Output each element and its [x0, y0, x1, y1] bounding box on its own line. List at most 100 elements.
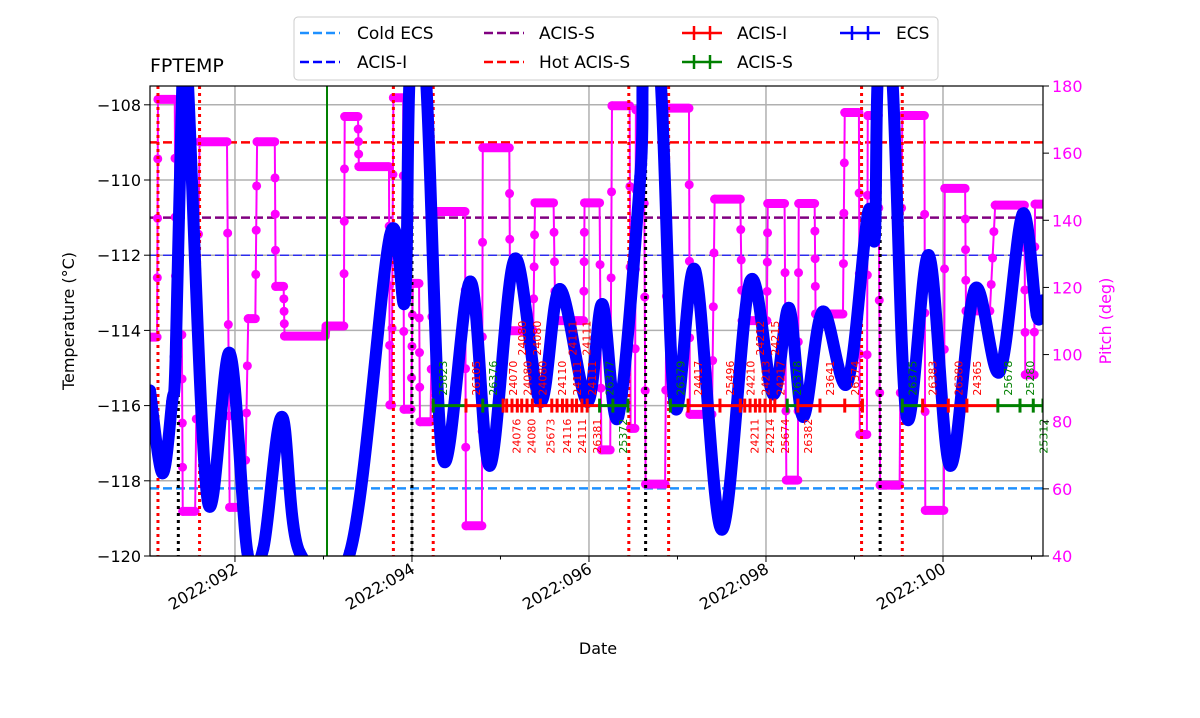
pitch-point — [810, 226, 820, 236]
pitch-point — [251, 225, 261, 235]
obsid-label: 23641 — [824, 361, 837, 396]
pitch-point — [763, 199, 773, 208]
pitch-point — [252, 137, 262, 147]
obsid-label: 24365 — [971, 361, 984, 396]
pitch-point — [415, 382, 425, 392]
obsid-label: 26383 — [927, 361, 940, 396]
pitch-point — [762, 286, 772, 296]
pitch-point — [225, 502, 235, 512]
y-tick-label: −108 — [97, 96, 141, 115]
obsid-label: 25280 — [1024, 361, 1037, 396]
right-y-tick-label: 160 — [1052, 144, 1083, 163]
pitch-point — [961, 275, 971, 285]
pitch-point — [839, 208, 849, 218]
pitch-point — [339, 164, 349, 174]
pitch-point — [990, 200, 1000, 210]
pitch-point — [1030, 199, 1040, 209]
pitch-point — [549, 257, 559, 267]
pitch-point — [530, 198, 540, 208]
pitch-point — [780, 268, 790, 278]
temperature-point — [275, 410, 288, 423]
right-y-tick-label: 40 — [1052, 547, 1072, 566]
plot-area — [150, 86, 1043, 556]
pitch-point — [529, 262, 539, 272]
y-tick-label: −116 — [97, 397, 141, 416]
pitch-point — [241, 408, 251, 418]
pitch-point — [270, 209, 280, 219]
pitch-point — [549, 227, 559, 237]
obsid-label: 24212 — [754, 321, 767, 356]
obsid-label: 24111 — [571, 361, 584, 396]
pitch-point — [414, 348, 424, 358]
pitch-point — [708, 302, 718, 312]
temperature-point — [344, 546, 357, 556]
pitch-point — [271, 281, 281, 291]
legend-box — [293, 16, 939, 81]
pitch-point — [579, 227, 589, 237]
temperature-point — [596, 298, 609, 311]
temperature-point — [241, 546, 254, 556]
temperature-point — [156, 467, 169, 480]
pitch-point — [794, 268, 804, 278]
legend-label: ACIS-S — [737, 53, 793, 73]
obsid-label: 26381 — [591, 419, 604, 454]
temperature-point — [1030, 309, 1043, 322]
pitch-point — [596, 445, 606, 455]
temperature-point — [293, 546, 306, 556]
pitch-point — [279, 319, 289, 329]
obsid-label: 25678 — [1002, 361, 1015, 396]
pitch-point — [596, 383, 606, 393]
obsid-label: 24080 — [526, 419, 539, 454]
temperature-point — [767, 388, 780, 401]
pitch-point — [478, 237, 488, 247]
obsid-label: 24080 — [536, 361, 549, 396]
pitch-point — [810, 254, 820, 264]
temperature-point — [922, 249, 935, 262]
temperature-point — [257, 542, 270, 555]
obsid-label: 24213 — [759, 361, 772, 396]
right-y-axis-label: Pitch (deg) — [1096, 278, 1115, 365]
obsid-label: 24080 — [521, 361, 534, 396]
right-y-tick-label: 140 — [1052, 211, 1083, 230]
pitch-point — [794, 199, 804, 208]
y-axis-label: Temperature (°C) — [59, 252, 78, 391]
temperature-point — [1037, 294, 1043, 307]
pitch-point — [354, 162, 364, 172]
pitch-point — [854, 188, 864, 198]
pitch-point — [810, 281, 820, 291]
pitch-point — [177, 418, 187, 428]
pitch-point — [242, 361, 252, 371]
pitch-point — [243, 314, 253, 324]
pitch-point — [960, 214, 970, 224]
temperature-point — [150, 384, 156, 397]
pitch-point — [223, 228, 233, 238]
obsid-label: 24215 — [769, 321, 782, 356]
obsid-label: 25674 — [779, 419, 792, 454]
obsid-label: 24111 — [576, 419, 589, 454]
pitch-point — [838, 259, 848, 269]
temperature-point — [1016, 207, 1029, 220]
pitch-point — [1020, 327, 1030, 337]
obsid-label: 24211 — [749, 419, 762, 454]
pitch-point — [875, 388, 885, 398]
obsid-label: 25312 — [1037, 419, 1050, 454]
y-tick-label: −120 — [97, 547, 141, 566]
pitch-point — [940, 264, 950, 274]
pitch-point — [920, 209, 930, 219]
legend-label: Hot ACIS-S — [539, 53, 630, 73]
pitch-point — [461, 442, 471, 452]
legend: Cold ECS ACIS-I ACIS-S Hot ACIS-S ACIS-I ACIS… — [293, 16, 939, 81]
pitch-point — [530, 230, 540, 240]
pitch-point — [607, 101, 617, 111]
obsid-label: 25823 — [437, 361, 450, 396]
obsid-label: 25372 — [617, 419, 630, 454]
obsid-label: 26105 — [470, 361, 483, 396]
pitch-point — [988, 253, 998, 263]
pitch-point — [505, 234, 515, 244]
pitch-point — [399, 326, 409, 336]
y-tick-label: −112 — [97, 246, 141, 265]
temperature-point — [900, 410, 913, 423]
obsid-label: 24116 — [561, 419, 574, 454]
temperature-point — [483, 459, 496, 472]
pitch-point — [940, 183, 950, 193]
